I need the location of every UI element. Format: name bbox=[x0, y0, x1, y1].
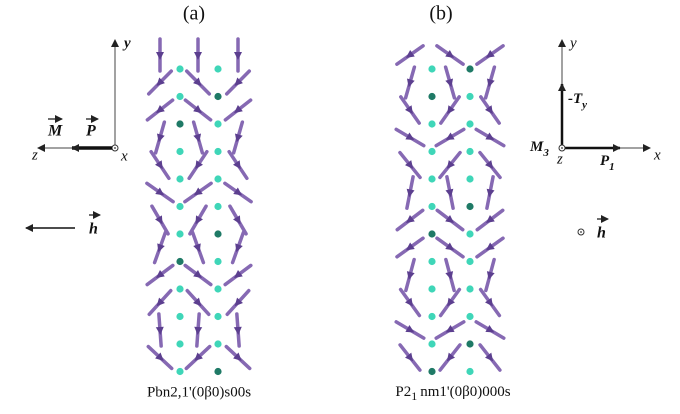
atom bbox=[466, 93, 473, 100]
atom bbox=[466, 368, 473, 375]
atom bbox=[176, 148, 183, 155]
atom bbox=[466, 148, 473, 155]
atom bbox=[176, 258, 183, 265]
label-sub: 3 bbox=[542, 147, 549, 159]
atom bbox=[214, 285, 221, 292]
axis-label: x bbox=[120, 148, 128, 164]
caption: Pbn2,1'(0β0)s00s bbox=[147, 384, 251, 400]
spin-head bbox=[156, 327, 164, 335]
atom bbox=[214, 313, 221, 320]
vector-label: M bbox=[47, 123, 63, 140]
atom bbox=[466, 230, 473, 237]
caption-main: P2 bbox=[395, 384, 411, 400]
spin-head bbox=[194, 327, 202, 335]
atom bbox=[214, 368, 221, 375]
vector-label: -Ty bbox=[568, 91, 587, 110]
atom bbox=[428, 340, 435, 347]
spin-head bbox=[234, 327, 242, 335]
atom bbox=[214, 230, 221, 237]
atom bbox=[466, 120, 473, 127]
spin-head bbox=[156, 52, 164, 60]
axis-label: z bbox=[31, 147, 38, 163]
vector-label: P bbox=[85, 123, 96, 140]
atom bbox=[176, 368, 183, 375]
figure: (a) (b) y z x P M h y z x -Ty M3 P1 h bbox=[0, 0, 680, 414]
atom bbox=[176, 93, 183, 100]
atom bbox=[428, 313, 435, 320]
atom bbox=[176, 340, 183, 347]
atom bbox=[214, 258, 221, 265]
atom bbox=[466, 175, 473, 182]
atom bbox=[428, 93, 435, 100]
atom bbox=[428, 175, 435, 182]
atom bbox=[214, 203, 221, 210]
panel-label: (b) bbox=[429, 3, 452, 25]
atom bbox=[214, 93, 221, 100]
axes-b: y z x -Ty M3 P1 h bbox=[529, 35, 661, 241]
atom bbox=[466, 313, 473, 320]
vector-label: h bbox=[597, 225, 606, 242]
atom bbox=[214, 120, 221, 127]
vector-label: P1 bbox=[600, 153, 615, 172]
vector-label: h bbox=[89, 221, 98, 238]
atom bbox=[176, 285, 183, 292]
axis-label: y bbox=[122, 35, 131, 51]
atom bbox=[466, 203, 473, 210]
atom bbox=[176, 65, 183, 72]
atom bbox=[214, 175, 221, 182]
spin-head bbox=[234, 52, 242, 60]
panel-label: (a) bbox=[183, 3, 205, 25]
atom bbox=[176, 313, 183, 320]
atom bbox=[214, 65, 221, 72]
h-dot bbox=[580, 231, 582, 233]
axes-a: y z x P M h bbox=[26, 35, 131, 237]
atom bbox=[466, 285, 473, 292]
atom bbox=[214, 148, 221, 155]
atom bbox=[428, 285, 435, 292]
atom bbox=[176, 203, 183, 210]
atom bbox=[214, 340, 221, 347]
axis-label: y bbox=[568, 35, 577, 51]
x-axis-dot bbox=[114, 147, 116, 149]
caption-rest: nm1'(0β0)000s bbox=[420, 384, 510, 400]
atom bbox=[428, 65, 435, 72]
atom bbox=[176, 175, 183, 182]
z-axis-dot bbox=[561, 147, 563, 149]
atom bbox=[176, 120, 183, 127]
atom bbox=[428, 368, 435, 375]
atom bbox=[428, 203, 435, 210]
atom bbox=[466, 65, 473, 72]
atom bbox=[466, 340, 473, 347]
atom bbox=[428, 230, 435, 237]
vector-label: M3 bbox=[529, 139, 549, 158]
atom bbox=[428, 258, 435, 265]
label-sub: 1 bbox=[609, 161, 615, 173]
atom bbox=[428, 148, 435, 155]
atom bbox=[466, 258, 473, 265]
atom bbox=[176, 230, 183, 237]
label-main: M bbox=[529, 139, 544, 155]
axis-label: x bbox=[653, 147, 661, 163]
label-sub: y bbox=[580, 99, 587, 111]
axis-label: z bbox=[556, 151, 563, 167]
atom bbox=[428, 120, 435, 127]
spin-head bbox=[194, 52, 202, 60]
caption-sub: 1 bbox=[411, 389, 417, 403]
label-main: -T bbox=[568, 91, 583, 107]
spin-structures bbox=[147, 39, 504, 375]
